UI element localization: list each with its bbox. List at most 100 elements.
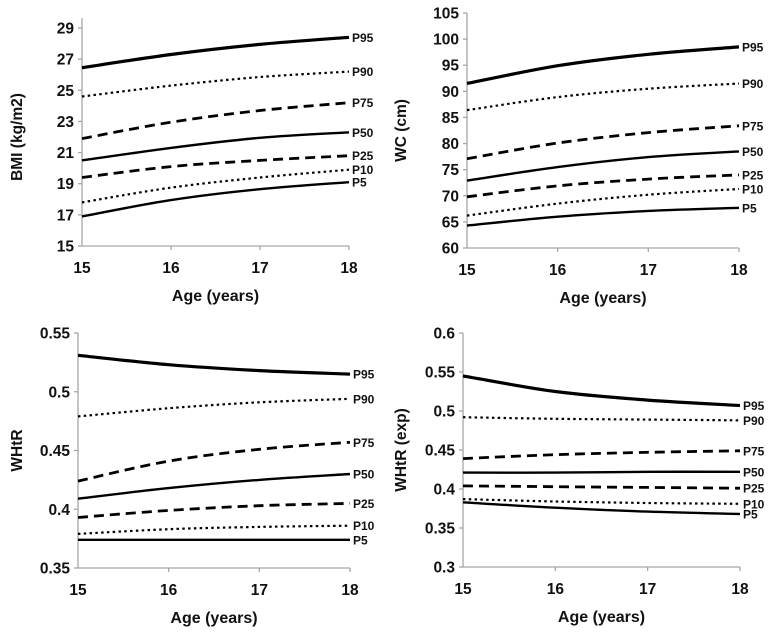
y-tick-label: 95	[442, 58, 460, 75]
curve-p5	[81, 181, 350, 218]
panel-whtr: 0.35 0.4 0.45 0.5 0.55 15 16 17 18 WHtR Age (years…	[9, 326, 375, 628]
y-tick-label: 0.3	[433, 560, 455, 577]
curve-p75	[77, 440, 351, 483]
curve-label-p10: P10	[742, 182, 764, 196]
y-tick-label: 25	[57, 83, 75, 100]
y-tick-label: 0.55	[40, 326, 71, 343]
y-tick-label: 80	[442, 136, 459, 153]
curve-label-p90: P90	[352, 65, 374, 79]
curve-p25	[77, 502, 351, 519]
curve-p10	[81, 168, 350, 204]
y-tick-label: 90	[442, 84, 459, 101]
curve-p10	[77, 524, 351, 535]
y-axis-title: WC (cm)	[393, 99, 410, 162]
curve-label-p75: P75	[742, 119, 764, 133]
curve-p25	[462, 484, 741, 490]
curve-p75	[81, 101, 350, 140]
panel-whtr-exp: 0.3 0.35 0.4 0.45 0.5 0.55 0.6 15 16 17 18 WHtR (ex…	[393, 326, 765, 627]
curve-p95	[466, 45, 740, 86]
curve-p25	[81, 154, 350, 179]
curve-label-p90: P90	[353, 392, 375, 406]
x-axis-title: Age (years)	[558, 609, 645, 626]
curve-p10	[462, 498, 741, 505]
x-tick-label: 18	[730, 262, 748, 279]
y-tick-label: 0.35	[425, 521, 456, 538]
panel-wc: 60 65 70 75 80 85 90 95 100 105 15 16 17 18 WC (cm) Age…	[393, 6, 764, 308]
y-tick-label: 85	[442, 110, 460, 127]
x-tick-label: 16	[160, 582, 178, 599]
x-tick-label: 16	[547, 581, 565, 598]
x-tick-label: 15	[454, 581, 472, 598]
y-tick-label: 0.55	[425, 365, 456, 382]
y-tick-label: 0.5	[48, 384, 70, 401]
curve-label-p25: P25	[353, 497, 375, 511]
y-tick-label: 23	[57, 114, 75, 131]
curve-p5	[466, 206, 740, 227]
x-tick-label: 17	[639, 581, 656, 598]
curve-label-p95: P95	[353, 368, 375, 382]
curve-p10	[466, 187, 740, 217]
y-tick-label: 0.4	[48, 502, 70, 519]
x-tick-label: 17	[251, 582, 268, 599]
curve-label-p75: P75	[352, 96, 374, 110]
curve-label-p95: P95	[742, 40, 764, 54]
curve-label-p90: P90	[743, 414, 765, 428]
x-tick-label: 17	[251, 260, 268, 277]
y-tick-label: 75	[442, 162, 460, 179]
curve-label-p10: P10	[353, 519, 375, 533]
curve-label-p50: P50	[742, 145, 764, 159]
curve-label-p95: P95	[352, 31, 374, 45]
y-tick-label: 100	[433, 32, 459, 49]
panel-bmi: 15 17 19 21 23 25 27 29 15 16 17 18 BMI (kg/m2) Age (…	[9, 18, 374, 305]
y-tick-label: 19	[57, 176, 75, 193]
y-tick-label: 0.4	[433, 482, 455, 499]
x-tick-label: 16	[162, 260, 180, 277]
curve-p90	[466, 82, 740, 112]
y-tick-label: 0.45	[40, 443, 71, 460]
curve-p75	[462, 449, 741, 460]
curve-p50	[77, 472, 351, 500]
y-tick-label: 0.5	[433, 404, 455, 421]
x-tick-label: 15	[458, 262, 476, 279]
x-axis-title: Age (years)	[170, 610, 257, 627]
curve-p50	[81, 131, 350, 162]
curve-label-p25: P25	[742, 168, 764, 182]
curve-label-p50: P50	[743, 465, 765, 479]
x-tick-label: 17	[640, 262, 657, 279]
y-tick-label: 27	[57, 52, 74, 69]
curve-label-p95: P95	[743, 399, 765, 413]
y-tick-label: 0.35	[40, 561, 71, 578]
curve-p95	[77, 353, 351, 376]
curve-label-p75: P75	[353, 436, 375, 450]
curve-p75	[466, 124, 740, 161]
curve-p25	[466, 173, 740, 199]
x-tick-label: 16	[549, 262, 567, 279]
y-tick-label: 15	[57, 239, 75, 256]
curve-p90	[462, 416, 741, 422]
curve-label-p25: P25	[352, 149, 374, 163]
x-tick-label: 18	[341, 582, 359, 599]
y-axis-title: WHtR (exp)	[393, 408, 410, 492]
x-axis-title: Age (years)	[559, 290, 646, 307]
curve-label-p75: P75	[743, 444, 765, 458]
y-axis-title: WHtR	[9, 429, 26, 471]
y-tick-label: 0.6	[433, 326, 455, 343]
x-tick-label: 18	[731, 581, 749, 598]
curve-label-p5: P5	[352, 176, 367, 190]
curve-p95	[462, 374, 741, 408]
curve-label-p25: P25	[743, 482, 765, 496]
y-tick-label: 0.45	[425, 443, 456, 460]
y-tick-label: 65	[442, 214, 460, 231]
curve-p5	[462, 501, 741, 516]
x-tick-label: 15	[69, 582, 87, 599]
x-axis-title: Age (years)	[172, 288, 259, 305]
curve-p50	[466, 150, 740, 182]
curve-label-p50: P50	[352, 126, 374, 140]
curve-label-p5: P5	[353, 533, 368, 547]
curve-p95	[81, 35, 350, 70]
x-tick-label: 15	[73, 260, 91, 277]
curve-label-p10: P10	[352, 163, 374, 177]
curve-p90	[77, 397, 351, 418]
x-tick-label: 18	[340, 260, 358, 277]
